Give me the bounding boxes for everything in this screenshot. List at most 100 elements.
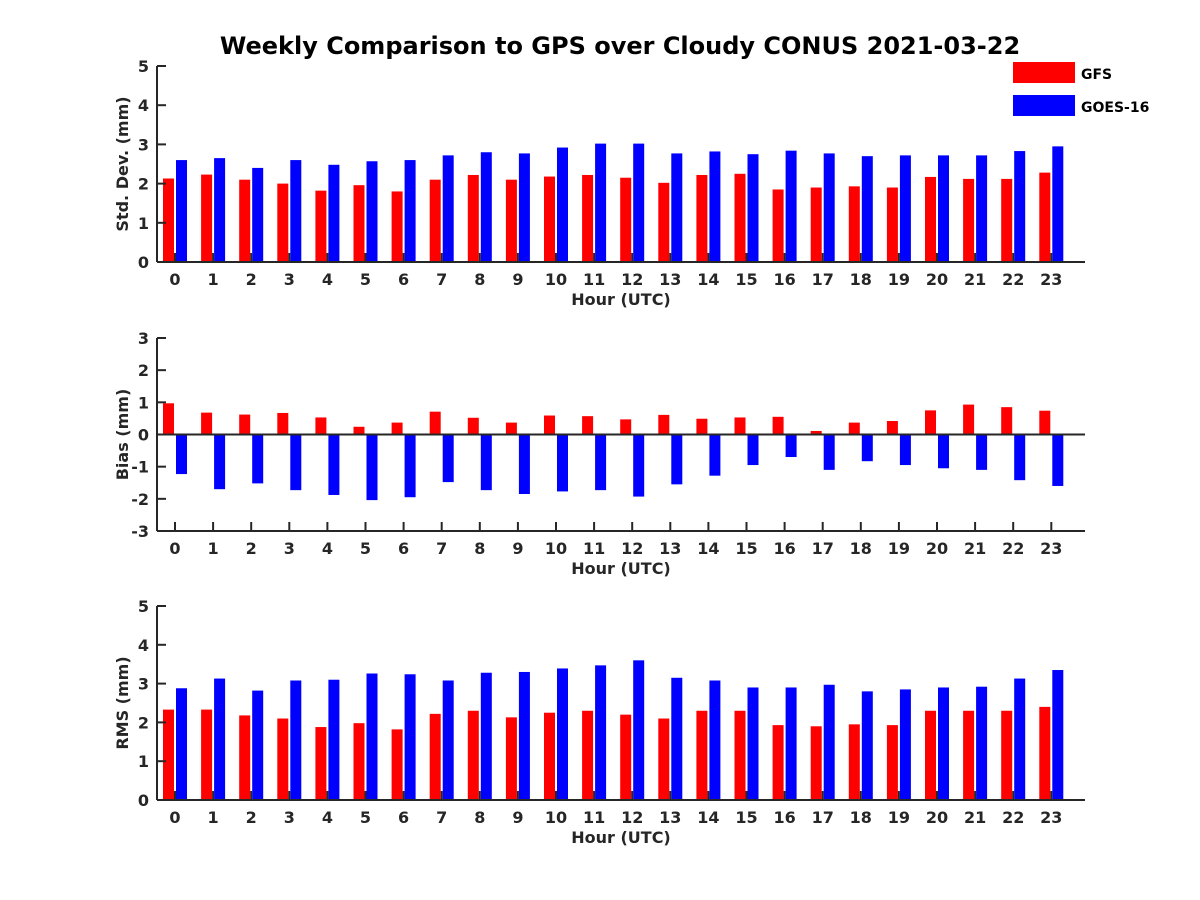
- bar-gfs-9: [505, 422, 517, 435]
- legend: GFS GOES-16: [1013, 62, 1149, 116]
- bar-gfs-0: [163, 178, 174, 262]
- y-axis-label: Bias (mm): [113, 389, 132, 481]
- bar-goes16-2: [252, 434, 264, 484]
- bar-goes16-5: [366, 434, 378, 501]
- x-tick-label: 5: [360, 808, 371, 827]
- x-tick-label: 20: [926, 270, 948, 289]
- bar-goes16-17: [823, 434, 835, 470]
- x-tick-label: 3: [284, 270, 295, 289]
- x-tick-label: 3: [284, 539, 295, 558]
- x-tick-label: 13: [659, 539, 681, 558]
- bar-goes16-23: [1052, 434, 1064, 486]
- bar-goes16-9: [518, 671, 530, 800]
- bar-gfs-1: [201, 412, 213, 435]
- x-tick-label: 7: [436, 808, 447, 827]
- bar-gfs-10: [544, 415, 555, 435]
- x-tick-label: 14: [697, 270, 719, 289]
- x-tick-label: 11: [583, 270, 605, 289]
- bar-gfs-23: [1039, 410, 1051, 435]
- bar-gfs-12: [620, 177, 632, 262]
- x-tick-label: 17: [812, 270, 834, 289]
- bar-goes16-16: [785, 687, 797, 800]
- bar-gfs-14: [696, 174, 708, 262]
- bar-goes16-18: [861, 434, 873, 462]
- bar-gfs-15: [734, 710, 746, 800]
- y-axis-label: Std. Dev. (mm): [113, 96, 132, 231]
- x-tick-label: 15: [735, 539, 757, 558]
- x-tick-label: 14: [697, 539, 719, 558]
- x-tick-label: 7: [436, 539, 447, 558]
- bar-goes16-19: [899, 434, 911, 466]
- bar-gfs-3: [277, 718, 289, 800]
- x-tick-label: 22: [1002, 539, 1024, 558]
- bar-gfs-10: [544, 176, 555, 262]
- bar-goes16-15: [747, 154, 759, 262]
- bar-goes16-1: [214, 434, 226, 490]
- bar-gfs-19: [886, 420, 898, 435]
- y-axis-label: RMS (mm): [113, 656, 132, 749]
- bar-goes16-14: [709, 434, 721, 476]
- bar-gfs-7: [429, 179, 441, 262]
- y-tick-label: 0: [138, 426, 149, 445]
- bar-gfs-20: [925, 710, 936, 800]
- x-tick-label: 1: [208, 539, 219, 558]
- x-tick-label: 12: [621, 539, 643, 558]
- bar-gfs-7: [429, 411, 441, 435]
- bar-goes16-9: [518, 434, 530, 495]
- x-tick-label: 6: [398, 270, 409, 289]
- bar-gfs-6: [391, 729, 403, 800]
- x-tick-label: 8: [474, 270, 485, 289]
- bar-goes16-10: [557, 434, 568, 492]
- x-tick-label: 0: [169, 808, 180, 827]
- bar-gfs-16: [772, 189, 784, 262]
- bar-gfs-4: [315, 727, 327, 800]
- bar-gfs-22: [1001, 407, 1013, 435]
- bar-gfs-18: [848, 186, 860, 262]
- legend-swatch-gfs: [1013, 62, 1075, 83]
- bar-gfs-21: [963, 404, 975, 435]
- bar-gfs-14: [696, 418, 708, 435]
- x-tick-label: 8: [474, 808, 485, 827]
- y-tick-label: -1: [131, 458, 149, 477]
- bar-gfs-3: [277, 412, 289, 435]
- bar-gfs-2: [239, 715, 251, 800]
- x-tick-label: 8: [474, 539, 485, 558]
- chart-title: Weekly Comparison to GPS over Cloudy CON…: [220, 32, 1020, 60]
- bar-gfs-18: [848, 422, 860, 435]
- bar-gfs-2: [239, 414, 251, 435]
- bar-gfs-22: [1001, 710, 1013, 800]
- bar-goes16-19: [899, 155, 911, 262]
- bar-gfs-13: [658, 414, 670, 435]
- bar-gfs-7: [429, 713, 441, 800]
- bar-goes16-5: [366, 673, 378, 800]
- bar-goes16-3: [290, 160, 302, 262]
- bar-gfs-5: [353, 426, 365, 435]
- x-tick-label: 13: [659, 808, 681, 827]
- bar-goes16-22: [1014, 678, 1026, 800]
- bar-goes16-5: [366, 161, 378, 262]
- bar-gfs-8: [467, 710, 479, 800]
- x-tick-label: 16: [773, 270, 795, 289]
- x-tick-label: 0: [169, 270, 180, 289]
- bar-gfs-23: [1039, 706, 1051, 800]
- bar-gfs-0: [163, 709, 174, 800]
- bar-goes16-8: [480, 672, 492, 800]
- bar-goes16-14: [709, 151, 721, 262]
- bar-goes16-17: [823, 684, 835, 800]
- bar-goes16-23: [1052, 146, 1064, 262]
- bar-goes16-2: [252, 167, 264, 262]
- bar-goes16-20: [938, 434, 949, 469]
- y-tick-label: 5: [138, 597, 149, 616]
- y-tick-label: 3: [138, 329, 149, 348]
- x-tick-label: 18: [850, 808, 872, 827]
- bar-gfs-14: [696, 710, 708, 800]
- bar-gfs-13: [658, 718, 670, 800]
- x-tick-label: 17: [812, 808, 834, 827]
- x-tick-label: 16: [773, 808, 795, 827]
- bar-gfs-0: [163, 403, 174, 435]
- bar-gfs-22: [1001, 178, 1013, 262]
- x-tick-label: 20: [926, 539, 948, 558]
